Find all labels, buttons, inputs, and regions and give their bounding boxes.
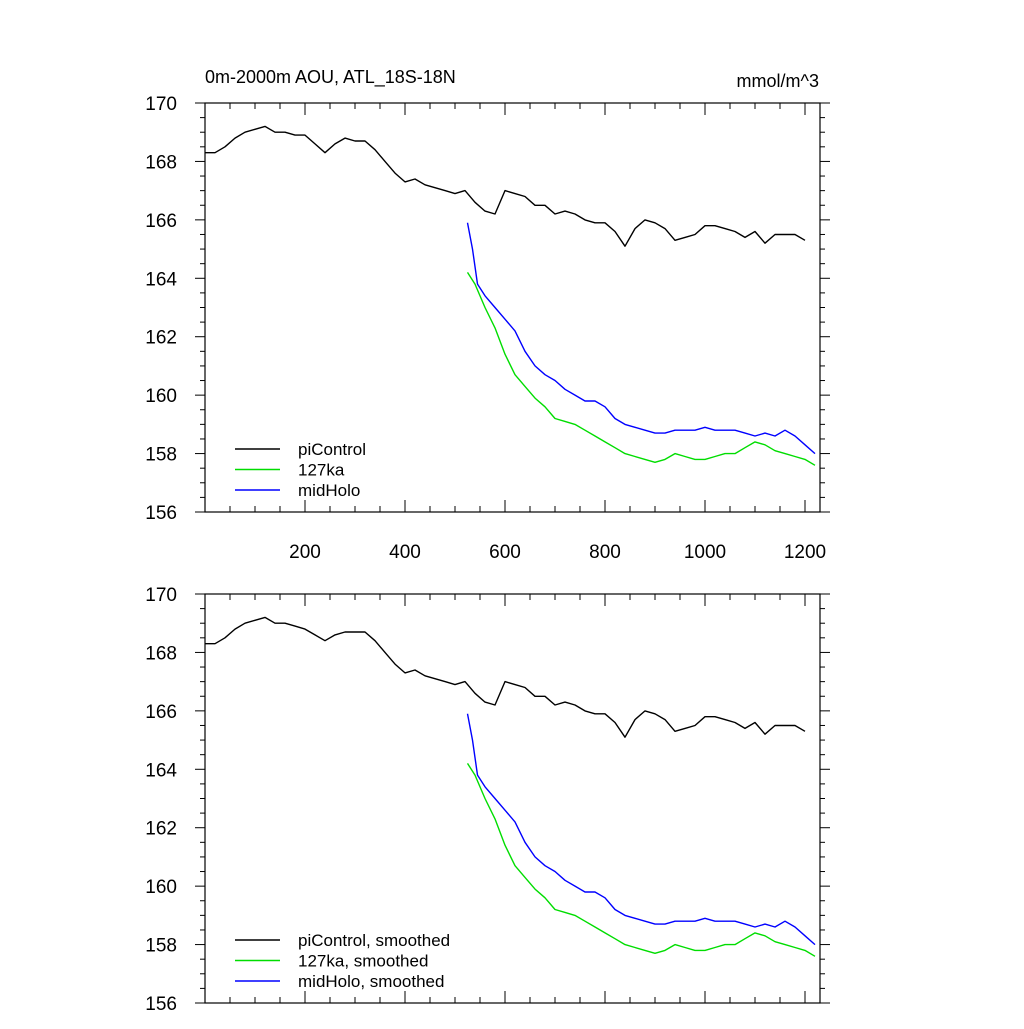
y-tick-label: 162 — [145, 328, 177, 349]
legend-label-127ka: 127ka, smoothed — [298, 952, 428, 971]
x-tick-label: 200 — [289, 542, 321, 563]
legend-label-midholo: midHolo, smoothed — [298, 972, 444, 991]
chart-title: 0m-2000m AOU, ATL_18S-18N — [205, 67, 456, 88]
y-tick-label: 160 — [145, 877, 177, 898]
series-line-midholo — [466, 713, 816, 946]
series-line-127ka — [466, 763, 816, 957]
x-tick-label: 1000 — [684, 542, 726, 563]
y-tick-label: 158 — [145, 936, 177, 957]
y-tick-label: 156 — [145, 994, 177, 1015]
x-tick-label: 1200 — [784, 542, 826, 563]
y-tick-label: 166 — [145, 211, 177, 232]
y-tick-label: 156 — [145, 503, 177, 524]
y-tick-label: 170 — [145, 585, 177, 606]
panel-bottom: 156 158 160 162 164 166 168 170 piControl, smoot… — [145, 585, 830, 1015]
y-tick-label: 160 — [145, 386, 177, 407]
legend-label-midholo: midHolo — [298, 481, 360, 500]
legend-label-picontrol: piControl — [298, 440, 366, 459]
x-tick-label: 800 — [589, 542, 621, 563]
series-line-picontrol — [205, 125, 806, 247]
y-tick-label: 170 — [145, 94, 177, 115]
x-tick-label: 600 — [489, 542, 521, 563]
y-tick-label: 164 — [145, 760, 177, 781]
y-tick-label: 168 — [145, 643, 177, 664]
legend-label-127ka: 127ka — [298, 461, 345, 480]
y-tick-label: 158 — [145, 445, 177, 466]
y-tick-label: 164 — [145, 269, 177, 290]
y-tick-label: 162 — [145, 819, 177, 840]
legend-label-picontrol: piControl, smoothed — [298, 931, 450, 950]
y-tick-label: 168 — [145, 152, 177, 173]
x-tick-label: 400 — [389, 542, 421, 563]
y-tick-label: 166 — [145, 702, 177, 723]
series-line-127ka — [466, 272, 816, 466]
series-line-midholo — [466, 222, 816, 455]
panel-top: 156 158 160 162 164 166 168 170 200 400 600 800 1000… — [145, 94, 830, 563]
units-label: mmol/m^3 — [737, 71, 819, 91]
series-line-picontrol — [205, 616, 806, 738]
